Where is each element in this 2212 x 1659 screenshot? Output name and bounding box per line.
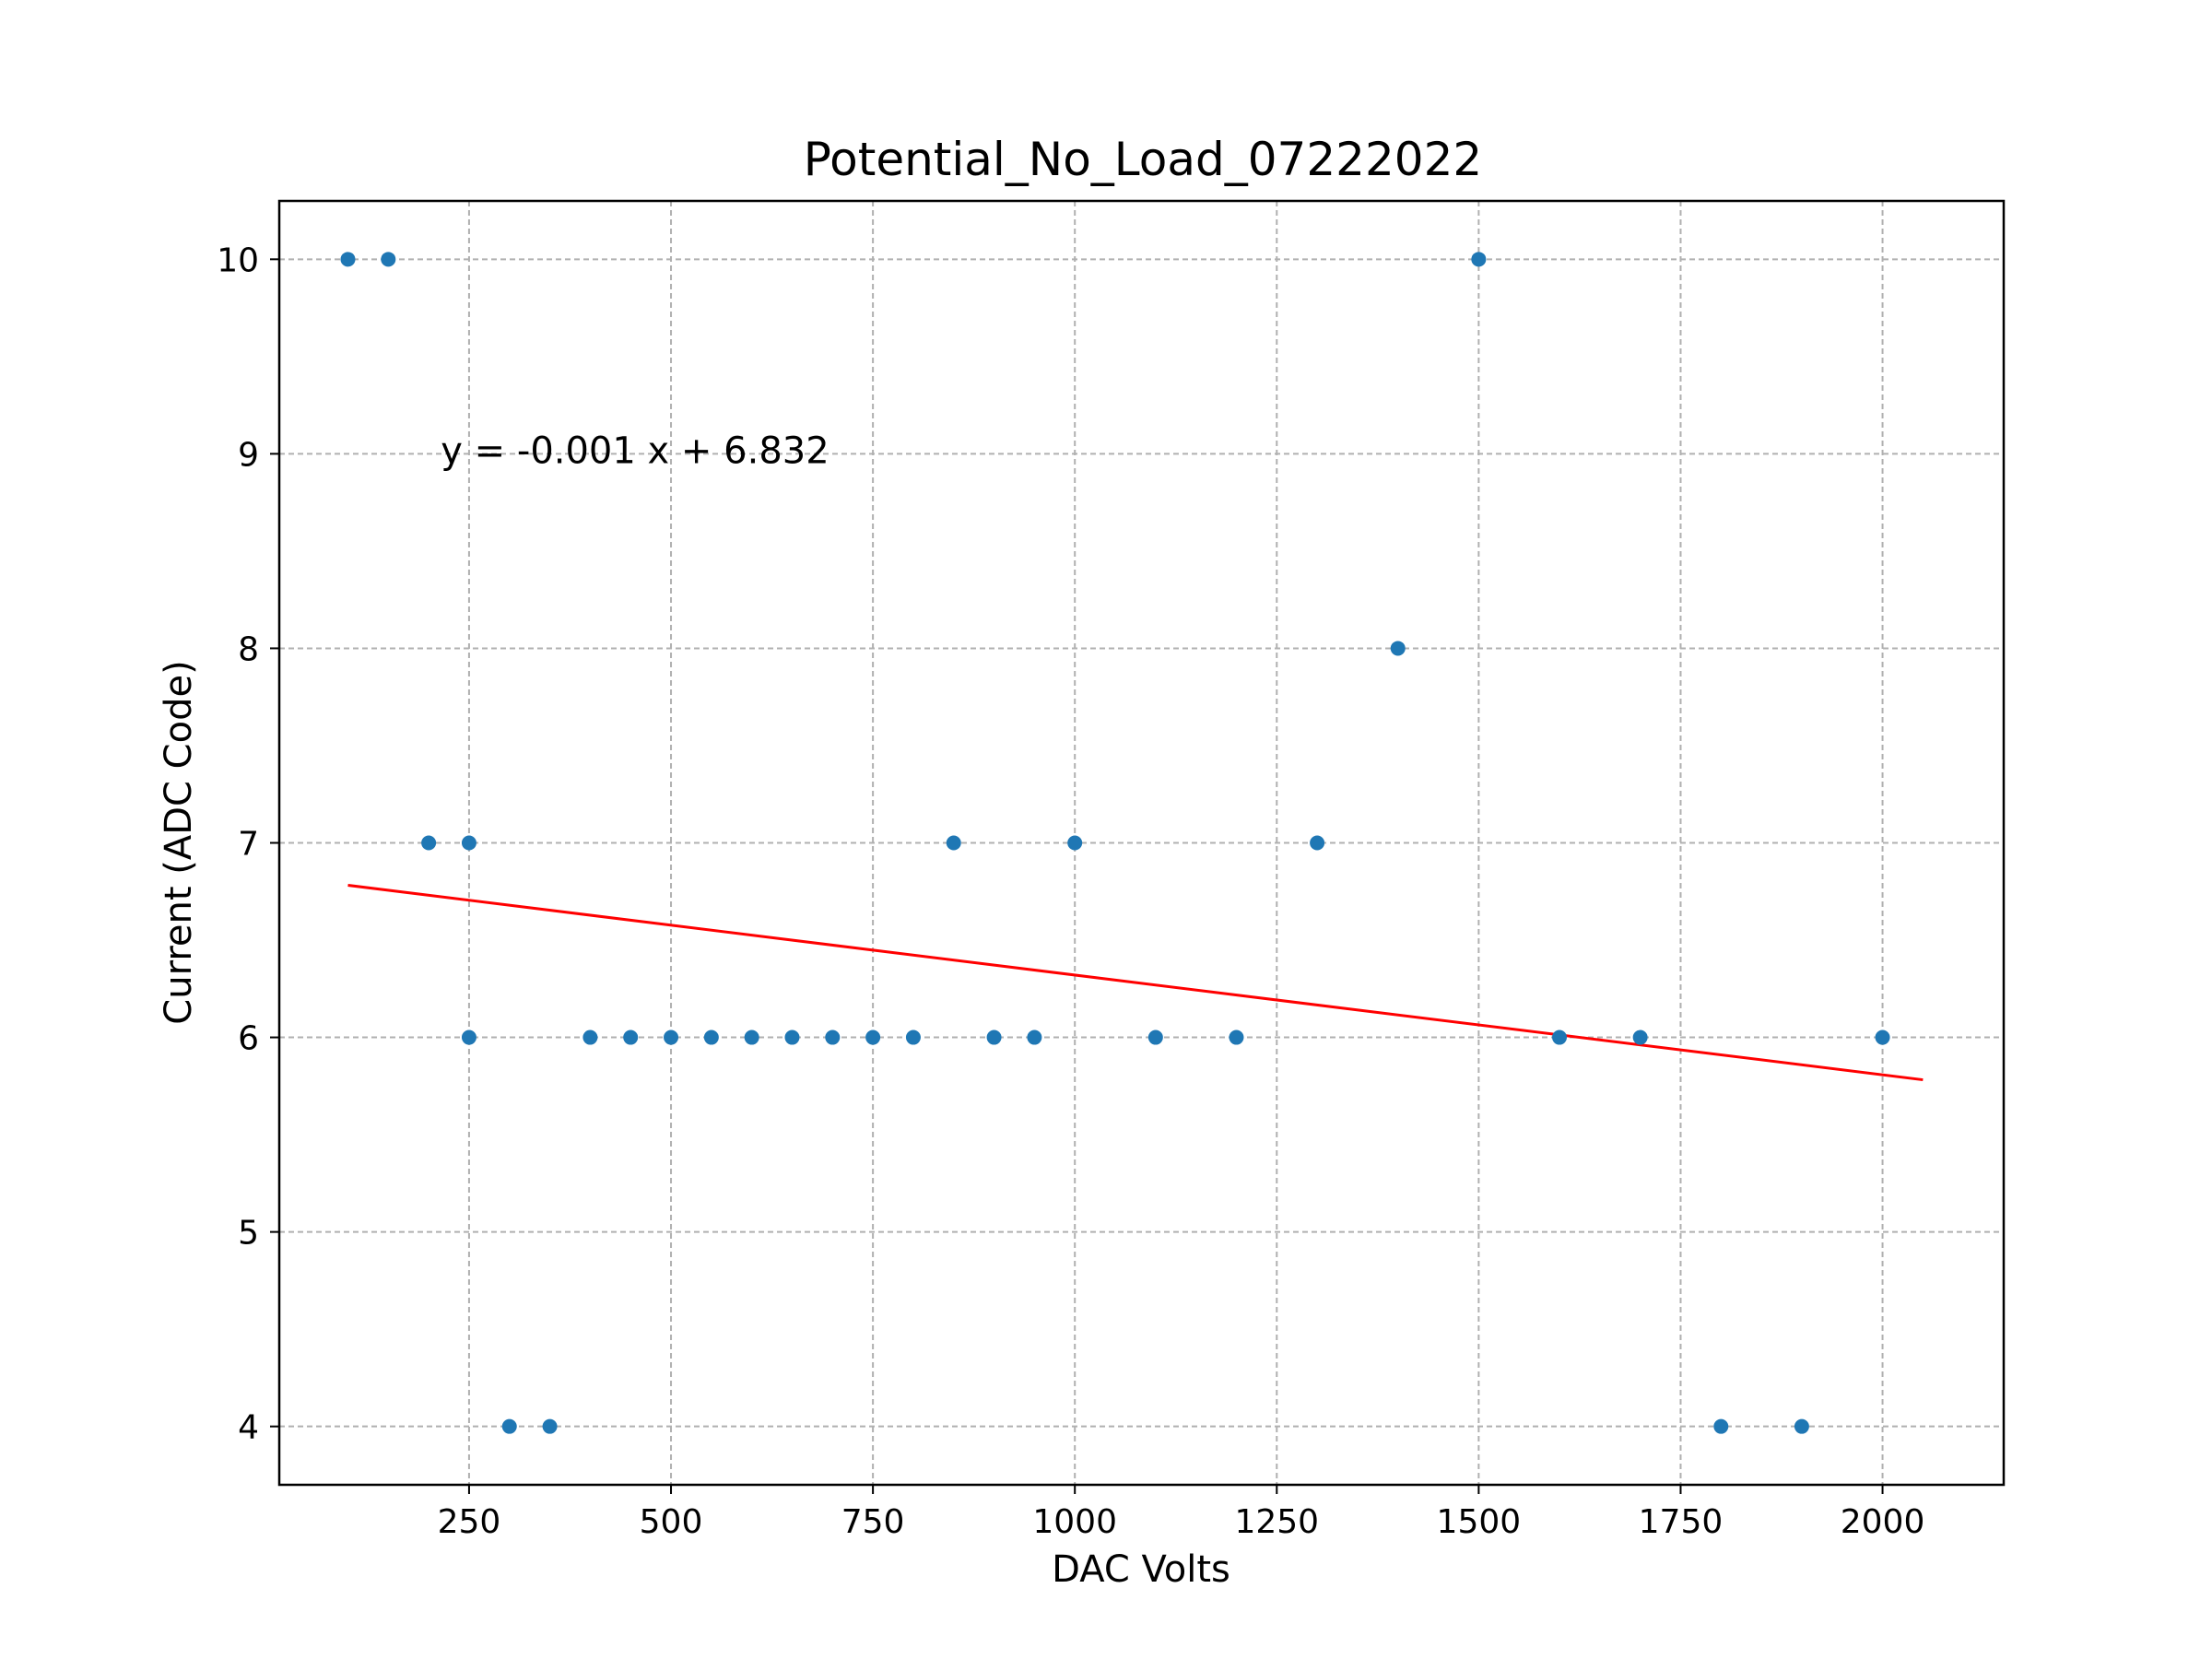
data-point bbox=[1632, 1030, 1648, 1045]
data-point bbox=[703, 1030, 719, 1045]
y-tick-label: 4 bbox=[238, 1409, 259, 1447]
data-point bbox=[865, 1030, 881, 1045]
regression-line-group bbox=[347, 884, 1924, 1082]
y-tick-label: 5 bbox=[238, 1215, 259, 1253]
x-tick-label: 1500 bbox=[1437, 1503, 1522, 1541]
x-tick-label: 500 bbox=[640, 1503, 703, 1541]
x-tick-label: 1250 bbox=[1234, 1503, 1319, 1541]
y-tick-label: 9 bbox=[238, 436, 259, 474]
data-point bbox=[421, 835, 437, 851]
x-tick-label: 1000 bbox=[1032, 1503, 1117, 1541]
x-axis-label: DAC Volts bbox=[1052, 1548, 1230, 1591]
data-point bbox=[825, 1030, 841, 1045]
data-point bbox=[664, 1030, 679, 1045]
data-points bbox=[340, 252, 1890, 1434]
grid bbox=[279, 201, 2004, 1485]
data-point bbox=[1229, 1030, 1244, 1045]
data-point bbox=[946, 835, 961, 851]
data-point bbox=[1390, 641, 1406, 656]
data-point bbox=[340, 252, 356, 267]
x-tick-label: 1750 bbox=[1639, 1503, 1724, 1541]
regression-line bbox=[347, 884, 1924, 1082]
data-point bbox=[1147, 1030, 1163, 1045]
y-tick-label: 10 bbox=[217, 241, 259, 279]
axis-ticks: 250 500 750 1000 1250 1500 1750 2000 4 5 6 7 8 9 10 bbox=[217, 241, 1924, 1541]
x-tick-label: 750 bbox=[841, 1503, 905, 1541]
data-point bbox=[461, 1030, 477, 1045]
y-tick-label: 7 bbox=[238, 826, 259, 864]
data-point bbox=[542, 1418, 558, 1434]
data-point bbox=[1552, 1030, 1568, 1045]
data-point bbox=[744, 1030, 759, 1045]
data-point bbox=[501, 1418, 517, 1434]
y-tick-label: 8 bbox=[238, 630, 259, 668]
data-point bbox=[1713, 1418, 1729, 1434]
data-point bbox=[986, 1030, 1002, 1045]
chart-title: Potential_No_Load_07222022 bbox=[804, 133, 1482, 186]
x-tick-label: 250 bbox=[438, 1503, 501, 1541]
data-point bbox=[1067, 835, 1083, 851]
y-axis-label: Current (ADC Code) bbox=[158, 660, 200, 1024]
data-point bbox=[1794, 1418, 1809, 1434]
y-tick-label: 6 bbox=[238, 1020, 259, 1058]
data-point bbox=[905, 1030, 921, 1045]
data-point bbox=[1875, 1030, 1890, 1045]
data-point bbox=[381, 252, 396, 267]
data-point bbox=[623, 1030, 639, 1045]
regression-equation-label: y = -0.001 x + 6.832 bbox=[441, 429, 829, 472]
data-point bbox=[1310, 835, 1325, 851]
data-point bbox=[461, 835, 477, 851]
data-point bbox=[1471, 252, 1487, 267]
data-point bbox=[1027, 1030, 1042, 1045]
data-point bbox=[582, 1030, 598, 1045]
x-tick-label: 2000 bbox=[1841, 1503, 1925, 1541]
plot-frame bbox=[277, 199, 2006, 1487]
data-point bbox=[784, 1030, 800, 1045]
